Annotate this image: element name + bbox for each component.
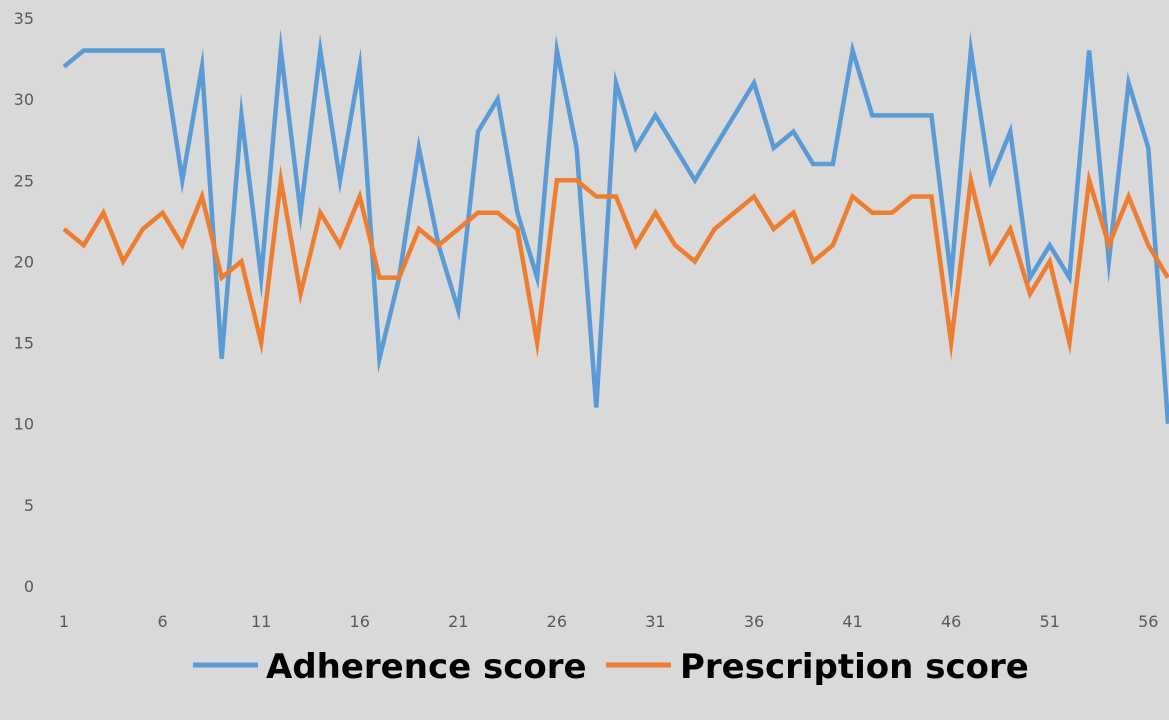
y-tick-label: 35	[14, 9, 34, 28]
y-tick-label: 30	[14, 90, 34, 109]
x-tick-label: 36	[744, 612, 764, 631]
series-line-prescription	[62, 164, 1169, 361]
x-tick-label: 51	[1040, 612, 1060, 631]
y-tick-label: 0	[24, 577, 34, 596]
y-tick-label: 25	[14, 171, 34, 190]
x-axis: 1 6 11 16 21 26 31 36 41 46 51 56	[59, 612, 1159, 631]
y-tick-label: 20	[14, 252, 34, 271]
x-tick-label: 16	[350, 612, 370, 631]
x-tick-label: 1	[59, 612, 69, 631]
x-tick-label: 11	[251, 612, 271, 631]
plot-area	[62, 28, 1169, 424]
x-tick-label: 26	[547, 612, 567, 631]
x-tick-label: 46	[941, 612, 961, 631]
series-line-adherence	[62, 28, 1169, 424]
legend: Adherence score Prescription score	[193, 647, 1029, 687]
x-tick-label: 56	[1138, 612, 1158, 631]
legend-label: Prescription score	[680, 647, 1029, 687]
y-tick-label: 15	[14, 334, 34, 353]
x-tick-label: 6	[157, 612, 167, 631]
x-tick-label: 31	[645, 612, 665, 631]
x-tick-label: 21	[448, 612, 468, 631]
y-tick-label: 5	[24, 496, 34, 515]
y-axis: 0 5 10 15 20 25 30 35	[14, 9, 34, 596]
y-tick-label: 10	[14, 415, 34, 434]
x-tick-label: 41	[842, 612, 862, 631]
legend-label: Adherence score	[266, 647, 587, 687]
